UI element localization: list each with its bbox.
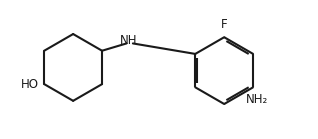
Text: NH: NH [120, 34, 138, 47]
Text: NH₂: NH₂ [246, 93, 268, 106]
Text: HO: HO [20, 78, 38, 91]
Text: F: F [221, 18, 227, 32]
